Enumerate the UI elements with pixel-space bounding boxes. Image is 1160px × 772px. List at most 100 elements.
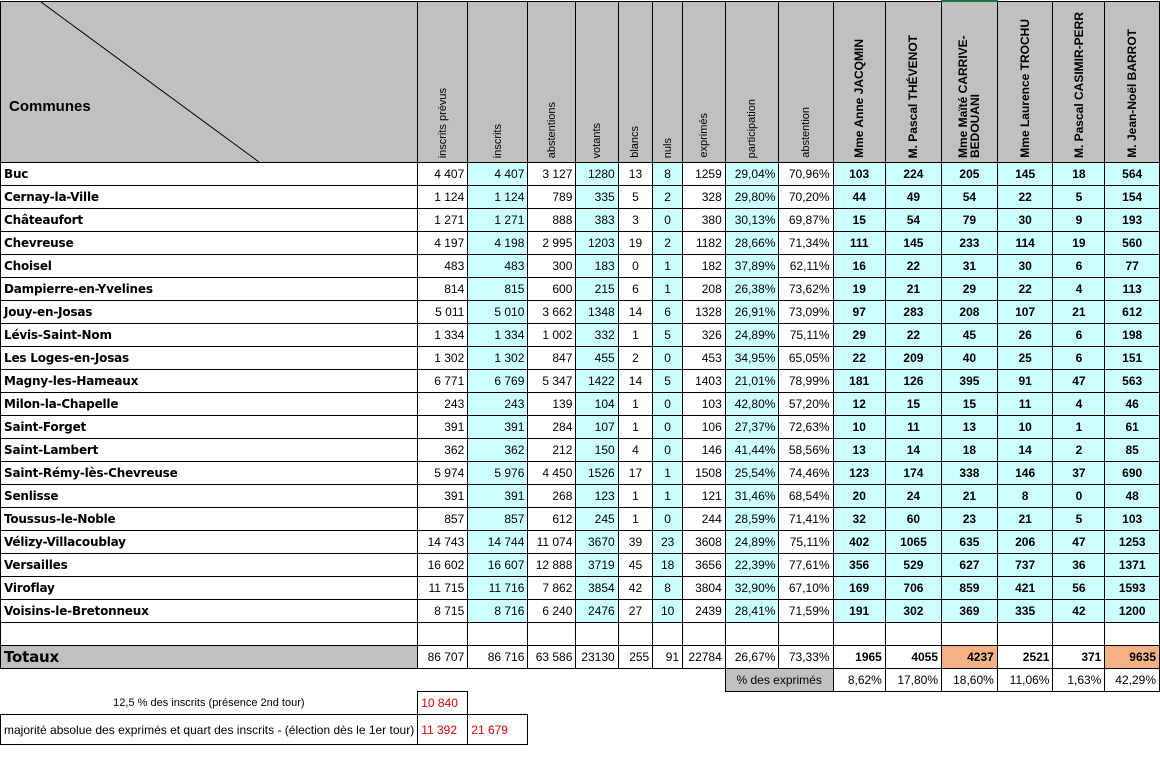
vote-cell[interactable]: 283 [884,300,943,324]
data-cell[interactable]: 3854 [575,576,619,600]
vote-cell[interactable]: 111 [832,231,886,255]
col-header-inscrits-prevus[interactable]: inscrits prévus [417,0,469,163]
vote-cell[interactable]: 29 [832,323,886,347]
col-header-blancs[interactable]: blancs [617,0,654,163]
data-cell[interactable]: 4 197 [417,231,469,255]
col-header-participation[interactable]: participation [724,0,780,163]
data-cell[interactable]: 1280 [575,162,619,186]
vote-cell[interactable]: 79 [941,208,998,232]
data-cell[interactable]: 21,01% [724,369,780,393]
total-vote-cell[interactable]: 4237 [941,645,998,669]
data-cell[interactable]: 5 [652,323,684,347]
data-cell[interactable]: 4 407 [467,162,529,186]
totals-label[interactable]: Totaux [0,645,419,669]
vote-cell[interactable]: 5 [1052,507,1106,531]
commune-cell[interactable]: Les Loges-en-Josas [0,346,419,370]
vote-cell[interactable]: 193 [1104,208,1160,232]
data-cell[interactable]: 215 [575,277,619,301]
col-header-nuls[interactable]: nuls [652,0,684,163]
data-cell[interactable]: 139 [527,392,577,416]
communes-header-cell[interactable]: Communes [0,0,419,163]
col-header-candidate-1[interactable]: Mme Anne JACQMIN [832,0,886,163]
data-cell[interactable]: 453 [682,346,726,370]
vote-cell[interactable]: 19 [832,277,886,301]
col-header-candidate-4[interactable]: Mme Laurence TROCHU [996,0,1054,163]
vote-cell[interactable]: 18 [941,438,998,462]
data-cell[interactable]: 2476 [575,599,619,623]
vote-cell[interactable]: 706 [884,576,943,600]
vote-cell[interactable]: 20 [832,484,886,508]
data-cell[interactable]: 332 [575,323,619,347]
data-cell[interactable]: 0 [617,254,654,278]
data-cell[interactable]: 362 [467,438,529,462]
vote-cell[interactable]: 1200 [1104,599,1160,623]
data-cell[interactable]: 1 [617,415,654,439]
data-cell[interactable]: 888 [527,208,577,232]
vote-cell[interactable]: 123 [832,461,886,485]
data-cell[interactable]: 72,63% [778,415,834,439]
vote-cell[interactable]: 233 [941,231,998,255]
vote-cell[interactable]: 13 [941,415,998,439]
data-cell[interactable]: 58,56% [778,438,834,462]
data-cell[interactable]: 3608 [682,530,726,554]
pct-cell[interactable]: 1,63% [1052,668,1106,692]
data-cell[interactable]: 11 715 [417,576,469,600]
data-cell[interactable]: 25,54% [724,461,780,485]
vote-cell[interactable]: 25 [996,346,1054,370]
pct-cell[interactable]: 18,60% [941,668,998,692]
vote-cell[interactable]: 47 [1052,369,1106,393]
vote-cell[interactable]: 103 [832,162,886,186]
vote-cell[interactable]: 151 [1104,346,1160,370]
vote-cell[interactable]: 5 [1052,185,1106,209]
data-cell[interactable]: 28,41% [724,599,780,623]
data-cell[interactable]: 2 [652,185,684,209]
vote-cell[interactable]: 2 [1052,438,1106,462]
footer-label-1[interactable]: 12,5 % des inscrits (présence 2nd tour) [113,696,305,709]
commune-cell[interactable]: Châteaufort [0,208,419,232]
vote-cell[interactable]: 146 [996,461,1054,485]
data-cell[interactable]: 71,59% [778,599,834,623]
data-cell[interactable]: 815 [467,277,529,301]
vote-cell[interactable]: 302 [884,599,943,623]
data-cell[interactable]: 243 [417,392,469,416]
footer-value-2a[interactable]: 11 392 [417,714,469,745]
vote-cell[interactable]: 13 [832,438,886,462]
data-cell[interactable]: 391 [467,415,529,439]
data-cell[interactable]: 31,46% [724,484,780,508]
vote-cell[interactable]: 11 [884,415,943,439]
data-cell[interactable]: 612 [527,507,577,531]
vote-cell[interactable]: 15 [832,208,886,232]
commune-cell[interactable]: Jouy-en-Josas [0,300,419,324]
data-cell[interactable]: 11 716 [467,576,529,600]
data-cell[interactable]: 245 [575,507,619,531]
data-cell[interactable]: 10 [652,599,684,623]
data-cell[interactable]: 26,38% [724,277,780,301]
col-header-abstentions[interactable]: abstentions [527,0,577,163]
vote-cell[interactable]: 126 [884,369,943,393]
data-cell[interactable]: 6 769 [467,369,529,393]
vote-cell[interactable]: 103 [1104,507,1160,531]
total-cell[interactable]: 91 [652,645,684,669]
data-cell[interactable]: 5 010 [467,300,529,324]
data-cell[interactable]: 103 [682,392,726,416]
vote-cell[interactable]: 47 [1052,530,1106,554]
commune-cell[interactable]: Milon-la-Chapelle [0,392,419,416]
data-cell[interactable]: 6 771 [417,369,469,393]
vote-cell[interactable]: 114 [996,231,1054,255]
data-cell[interactable]: 814 [417,277,469,301]
vote-cell[interactable]: 859 [941,576,998,600]
vote-cell[interactable]: 10 [996,415,1054,439]
data-cell[interactable]: 6 240 [527,599,577,623]
vote-cell[interactable]: 208 [941,300,998,324]
data-cell[interactable]: 483 [417,254,469,278]
vote-cell[interactable]: 40 [941,346,998,370]
data-cell[interactable]: 243 [467,392,529,416]
vote-cell[interactable]: 29 [941,277,998,301]
vote-cell[interactable]: 24 [884,484,943,508]
data-cell[interactable]: 28,59% [724,507,780,531]
data-cell[interactable]: 41,44% [724,438,780,462]
vote-cell[interactable]: 91 [996,369,1054,393]
data-cell[interactable]: 391 [417,415,469,439]
data-cell[interactable]: 42,80% [724,392,780,416]
vote-cell[interactable]: 8 [996,484,1054,508]
